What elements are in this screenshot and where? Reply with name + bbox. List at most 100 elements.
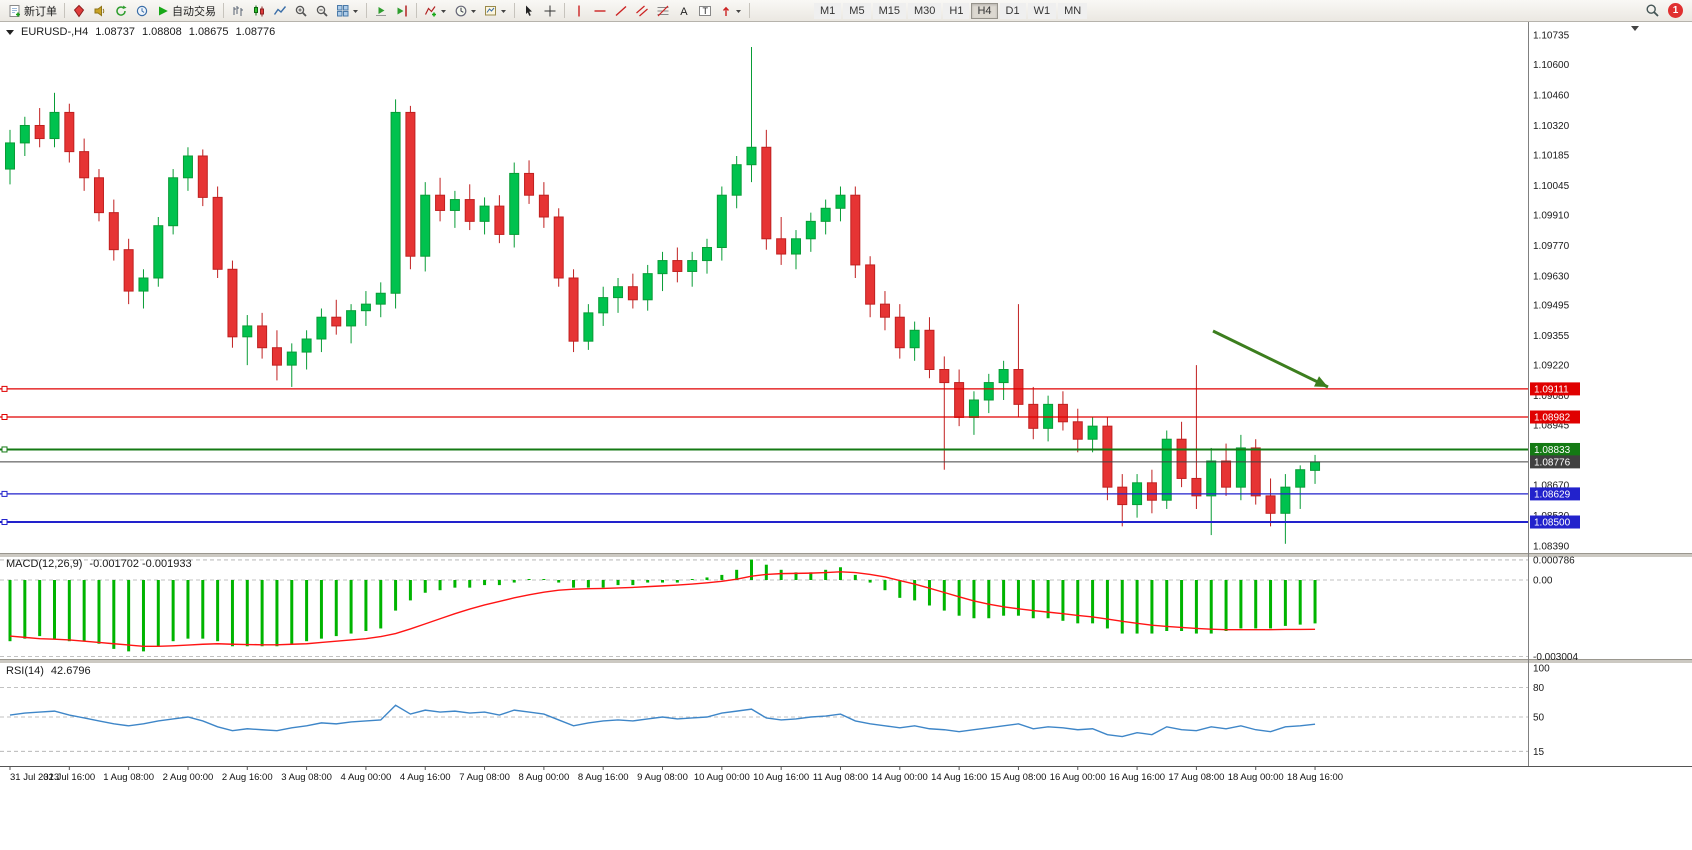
svg-text:1.10185: 1.10185 xyxy=(1533,150,1570,161)
svg-text:11 Aug 08:00: 11 Aug 08:00 xyxy=(813,772,868,783)
main-toolbar: 新订单 自动交易 xyxy=(0,0,1692,22)
sync-button[interactable] xyxy=(111,1,131,20)
svg-text:4 Aug 00:00: 4 Aug 00:00 xyxy=(341,772,392,783)
bar-chart-icon xyxy=(233,5,243,16)
svg-text:9 Aug 08:00: 9 Aug 08:00 xyxy=(637,772,688,783)
new-order-icon xyxy=(9,4,20,17)
svg-text:1.08629: 1.08629 xyxy=(1534,489,1571,500)
quote-close: 1.08776 xyxy=(235,26,276,38)
svg-text:0.000786: 0.000786 xyxy=(1533,555,1575,566)
caret-down-icon xyxy=(501,9,506,13)
auto-scroll-button[interactable] xyxy=(371,1,391,20)
chart-shift-button[interactable] xyxy=(392,1,412,20)
rsi-indicator-name: RSI(14) xyxy=(6,665,44,677)
timeframe-m5-button[interactable]: M5 xyxy=(843,2,871,19)
auto-trading-label: 自动交易 xyxy=(172,5,216,18)
candlestick-layer xyxy=(5,47,1321,544)
svg-text:1.09355: 1.09355 xyxy=(1533,331,1570,342)
bar-chart-button[interactable] xyxy=(228,1,248,20)
toolbar-right-group: 1 xyxy=(1645,3,1683,18)
cursor-button[interactable] xyxy=(519,1,539,20)
svg-text:100: 100 xyxy=(1533,664,1550,675)
text-icon: A xyxy=(680,6,688,18)
svg-text:14 Aug 16:00: 14 Aug 16:00 xyxy=(931,772,987,783)
svg-text:1.10320: 1.10320 xyxy=(1533,121,1570,132)
label-button[interactable]: T xyxy=(695,1,715,20)
tile-windows-icon xyxy=(337,4,349,16)
timeframe-w1-button[interactable]: W1 xyxy=(1027,2,1057,19)
vertical-line-button[interactable] xyxy=(569,1,589,20)
timeframe-mn-button[interactable]: MN xyxy=(1058,2,1088,19)
svg-text:1.10460: 1.10460 xyxy=(1533,90,1570,101)
timeframe-h4-button[interactable]: H4 xyxy=(971,2,998,19)
timeframe-m15-button[interactable]: M15 xyxy=(872,2,906,19)
svg-text:50: 50 xyxy=(1533,713,1545,724)
new-order-button[interactable]: 新订单 xyxy=(5,1,60,20)
indicators-button[interactable] xyxy=(421,1,450,20)
timeframe-m1-button[interactable]: M1 xyxy=(814,2,842,19)
macd-label-bar: MACD(12,26,9) -0.001702 -0.001933 xyxy=(6,558,192,570)
tile-windows-button[interactable] xyxy=(333,1,362,20)
horizontal-line-icon xyxy=(594,9,606,12)
text-label-icon: T xyxy=(699,5,711,16)
arrow-tool-icon xyxy=(722,6,730,16)
notification-badge[interactable]: 1 xyxy=(1668,3,1683,18)
svg-text:0.00: 0.00 xyxy=(1533,576,1553,587)
zoom-out-button[interactable] xyxy=(312,1,332,20)
svg-text:1.09910: 1.09910 xyxy=(1533,210,1570,221)
channel-button[interactable] xyxy=(632,1,652,20)
cursor-icon xyxy=(526,5,532,16)
text-button[interactable]: A xyxy=(674,1,694,20)
templates-icon xyxy=(485,5,496,15)
timeframe-d1-button[interactable]: D1 xyxy=(999,2,1026,19)
templates-button[interactable] xyxy=(481,1,510,20)
price-axis[interactable]: 1.10735 1.10600 1.10460 1.10320 1.10185 1.100… xyxy=(1530,26,1639,758)
channel-icon xyxy=(636,5,648,16)
horizontal-lines-layer[interactable] xyxy=(0,385,1528,526)
crosshair-button[interactable] xyxy=(540,1,560,20)
svg-text:1.10600: 1.10600 xyxy=(1533,60,1570,71)
svg-text:31 Jul 16:00: 31 Jul 16:00 xyxy=(43,772,95,783)
megaphone-icon xyxy=(94,5,105,16)
arrows-button[interactable] xyxy=(716,1,745,20)
timeframe-m30-button[interactable]: M30 xyxy=(907,2,942,19)
svg-text:1.09220: 1.09220 xyxy=(1533,361,1570,372)
svg-text:31 Jul 2023: 31 Jul 2023 xyxy=(10,772,59,783)
auto-trading-button[interactable]: 自动交易 xyxy=(153,1,219,20)
rsi-layer xyxy=(0,687,1528,752)
caret-down-icon xyxy=(441,9,446,13)
periods-clock-icon xyxy=(455,5,467,16)
fibonacci-button[interactable] xyxy=(653,1,673,20)
timeframe-h1-button[interactable]: H1 xyxy=(943,2,970,19)
svg-text:15 Aug 08:00: 15 Aug 08:00 xyxy=(990,772,1046,783)
candlestick-button[interactable] xyxy=(249,1,269,20)
toolbar-separator xyxy=(416,3,417,18)
line-chart-button[interactable] xyxy=(270,1,290,20)
svg-text:2 Aug 16:00: 2 Aug 16:00 xyxy=(222,772,273,783)
svg-text:1.08945: 1.08945 xyxy=(1533,421,1570,432)
search-icon[interactable] xyxy=(1645,3,1660,18)
gem-button[interactable] xyxy=(69,1,89,20)
svg-text:1.10045: 1.10045 xyxy=(1533,181,1570,192)
history-button[interactable] xyxy=(132,1,152,20)
svg-text:10 Aug 16:00: 10 Aug 16:00 xyxy=(753,772,809,783)
chart-menu-arrow-icon[interactable] xyxy=(6,29,14,35)
new-order-label: 新订单 xyxy=(24,5,57,18)
caret-down-icon xyxy=(353,9,358,13)
horizontal-line-button[interactable] xyxy=(590,1,610,20)
periods-button[interactable] xyxy=(451,1,480,20)
trendline-button[interactable] xyxy=(611,1,631,20)
quote-open: 1.08737 xyxy=(95,26,135,38)
zoom-in-button[interactable] xyxy=(291,1,311,20)
svg-text:4 Aug 16:00: 4 Aug 16:00 xyxy=(400,772,451,783)
panel-borders xyxy=(0,22,1692,767)
toolbar-separator xyxy=(514,3,515,18)
announce-button[interactable] xyxy=(90,1,110,20)
gem-icon xyxy=(73,4,85,17)
arrow-annotation[interactable] xyxy=(1212,329,1329,389)
macd-indicator-values: -0.001702 -0.001933 xyxy=(89,558,192,570)
macd-layer xyxy=(0,559,1528,658)
